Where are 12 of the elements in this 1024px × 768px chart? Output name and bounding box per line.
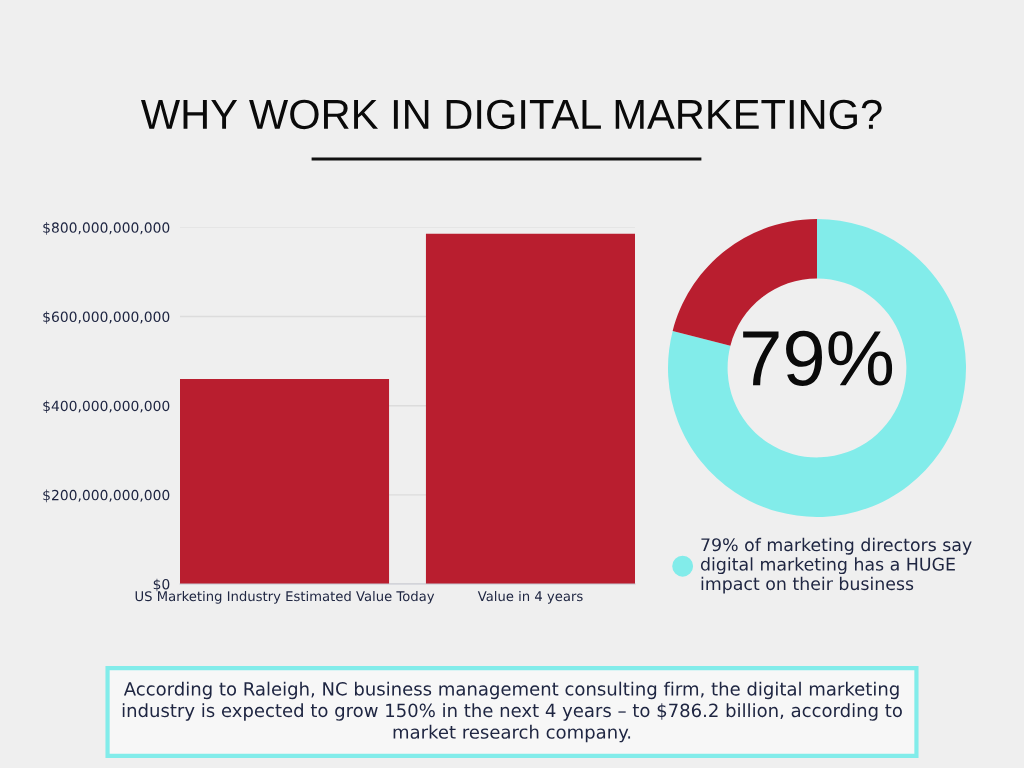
y-tick-label: $200,000,000,000 [43,489,170,503]
y-tick-label: $0 [153,578,170,592]
x-tick-label: US Marketing Industry Estimated Value Today [135,590,435,604]
y-tick-label: $600,000,000,000 [43,311,170,324]
x-tick-label: Value in 4 years [477,590,583,604]
y-tick-label: $800,000,000,000 [43,222,170,235]
donut-slice [668,219,966,517]
legend-label: 79% of marketing directors say digital marketing has a HUGE impact on their business [700,537,972,594]
chart-title: WHY WORK IN DIGITAL MARKETING? [140,99,882,130]
text: According to Raleigh, NC business management consulting firm, the digital marketing industry is expected to grow 150% in the next 4 years – to $786.2 billion, according to market research company. [122,681,902,743]
text: 79% [743,330,893,386]
y-tick-label: $400,000,000,000 [43,400,170,414]
